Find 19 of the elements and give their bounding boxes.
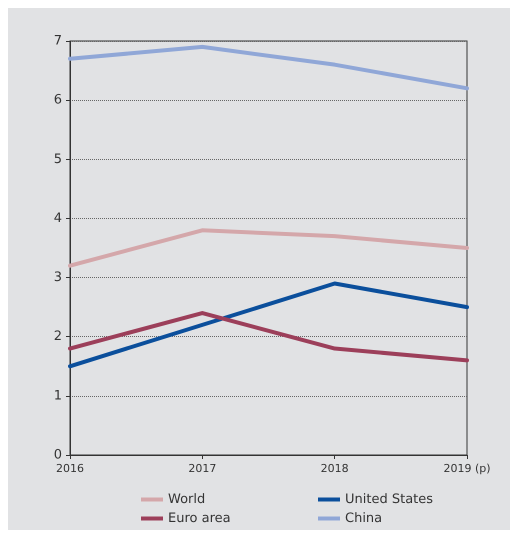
x-tick-label: 2017 [188, 462, 216, 475]
y-tick-label: 1 [54, 388, 62, 404]
legend-label: Euro area [168, 511, 231, 526]
y-tick-label: 4 [54, 210, 62, 226]
legend-label: China [345, 511, 382, 526]
y-tick-label: 3 [54, 270, 62, 286]
y-tick-label: 0 [54, 448, 62, 462]
y-tick-label: 7 [54, 34, 62, 48]
x-tick-label: 2016 [56, 462, 84, 475]
line-series [68, 228, 469, 268]
y-tick-label: 2 [54, 329, 62, 344]
legend-label: World [168, 492, 206, 507]
y-tick-label: 5 [54, 152, 62, 167]
line-series [68, 44, 469, 90]
legend-label: United States [345, 492, 434, 507]
line-series [68, 281, 469, 368]
x-tick-label: 2018 [320, 462, 349, 475]
y-tick-label: 6 [54, 92, 62, 108]
x-tick-label: 2019 (p) [443, 462, 491, 475]
